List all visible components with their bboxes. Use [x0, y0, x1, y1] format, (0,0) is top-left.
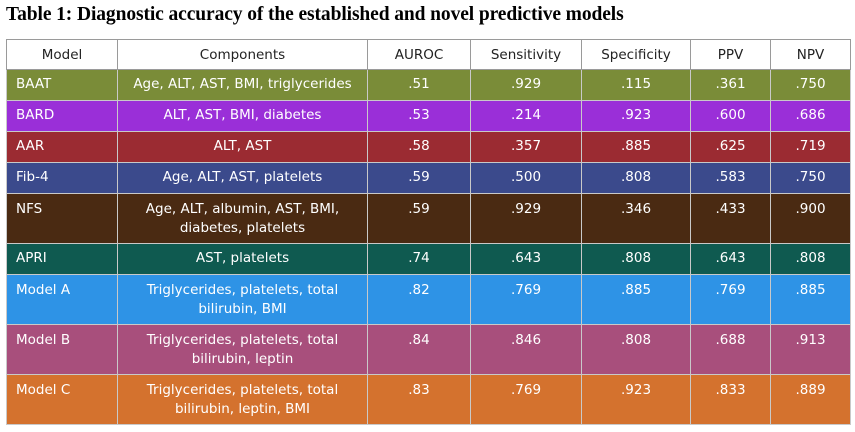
auroc-cell: .58 — [367, 131, 471, 163]
sensitivity-cell: .846 — [470, 324, 582, 375]
components-line: Triglycerides, platelets, total — [146, 332, 339, 348]
npv-cell: .885 — [770, 274, 851, 325]
ppv-cell: .433 — [690, 193, 771, 244]
ppv-cell: .361 — [690, 69, 771, 101]
table-row: Model C Triglycerides, platelets, total bi… — [6, 374, 851, 425]
model-cell: Model A — [6, 274, 118, 325]
header-sensitivity: Sensitivity — [470, 39, 582, 70]
table-row: NFS Age, ALT, albumin, AST, BMI, diabetes,… — [6, 193, 851, 244]
table-row: AAR ALT, AST .58.357.885.625.719 — [6, 131, 851, 163]
auroc-cell: .51 — [367, 69, 471, 101]
components-line: diabetes, platelets — [179, 220, 306, 236]
header-auroc: AUROC — [367, 39, 471, 70]
components-line: ALT, AST, BMI, diabetes — [163, 107, 322, 123]
auroc-cell: .59 — [367, 193, 471, 244]
model-cell: Model C — [6, 374, 118, 425]
ppv-cell: .833 — [690, 374, 771, 425]
specificity-cell: .923 — [581, 374, 691, 425]
ppv-cell: .583 — [690, 162, 771, 194]
specificity-cell: .346 — [581, 193, 691, 244]
components-cell: Triglycerides, platelets, total bilirubin… — [117, 274, 368, 325]
specificity-cell: .885 — [581, 131, 691, 163]
npv-cell: .750 — [770, 69, 851, 101]
components-cell: Triglycerides, platelets, total bilirubin… — [117, 374, 368, 425]
ppv-cell: .625 — [690, 131, 771, 163]
specificity-cell: .808 — [581, 162, 691, 194]
specificity-cell: .115 — [581, 69, 691, 101]
sensitivity-cell: .929 — [470, 193, 582, 244]
components-cell: ALT, AST, BMI, diabetes — [117, 100, 368, 132]
specificity-cell: .808 — [581, 243, 691, 275]
auroc-cell: .59 — [367, 162, 471, 194]
npv-cell: .808 — [770, 243, 851, 275]
sensitivity-cell: .643 — [470, 243, 582, 275]
model-cell: BAAT — [6, 69, 118, 101]
specificity-cell: .885 — [581, 274, 691, 325]
components-line: Age, ALT, AST, BMI, triglycerides — [133, 76, 352, 92]
sensitivity-cell: .769 — [470, 374, 582, 425]
header-ppv: PPV — [690, 39, 771, 70]
components-line: bilirubin, leptin — [191, 351, 294, 367]
auroc-cell: .83 — [367, 374, 471, 425]
model-cell: Fib-4 — [6, 162, 118, 194]
components-cell: Triglycerides, platelets, total bilirubin… — [117, 324, 368, 375]
specificity-cell: .923 — [581, 100, 691, 132]
sensitivity-cell: .500 — [470, 162, 582, 194]
header-components: Components — [117, 39, 368, 70]
ppv-cell: .643 — [690, 243, 771, 275]
npv-cell: .889 — [770, 374, 851, 425]
components-line: Age, ALT, AST, platelets — [162, 169, 323, 185]
components-cell: Age, ALT, AST, platelets — [117, 162, 368, 194]
components-line: Age, ALT, albumin, AST, BMI, — [145, 201, 340, 217]
components-line: ALT, AST — [213, 138, 272, 154]
npv-cell: .719 — [770, 131, 851, 163]
specificity-cell: .808 — [581, 324, 691, 375]
header-row: Model Components AUROC Sensitivity Speci… — [6, 39, 851, 70]
table-row: Model B Triglycerides, platelets, total bi… — [6, 324, 851, 375]
table-row: Model A Triglycerides, platelets, total bi… — [6, 274, 851, 325]
accuracy-table: Model Components AUROC Sensitivity Speci… — [6, 39, 851, 425]
model-cell: AAR — [6, 131, 118, 163]
header-model: Model — [6, 39, 118, 70]
ppv-cell: .688 — [690, 324, 771, 375]
header-npv: NPV — [770, 39, 851, 70]
components-cell: ALT, AST — [117, 131, 368, 163]
table-caption: Table 1: Diagnostic accuracy of the esta… — [6, 4, 624, 25]
model-cell: NFS — [6, 193, 118, 244]
sensitivity-cell: .214 — [470, 100, 582, 132]
components-line: bilirubin, BMI — [198, 301, 287, 317]
components-cell: AST, platelets — [117, 243, 368, 275]
auroc-cell: .53 — [367, 100, 471, 132]
npv-cell: .750 — [770, 162, 851, 194]
components-line: AST, platelets — [195, 250, 290, 266]
auroc-cell: .82 — [367, 274, 471, 325]
sensitivity-cell: .929 — [470, 69, 582, 101]
components-line: bilirubin, leptin, BMI — [174, 401, 311, 417]
model-cell: BARD — [6, 100, 118, 132]
table-row: APRI AST, platelets .74.643.808.643.808 — [6, 243, 851, 275]
ppv-cell: .600 — [690, 100, 771, 132]
auroc-cell: .84 — [367, 324, 471, 375]
sensitivity-cell: .357 — [470, 131, 582, 163]
model-cell: Model B — [6, 324, 118, 375]
components-cell: Age, ALT, AST, BMI, triglycerides — [117, 69, 368, 101]
header-specificity: Specificity — [581, 39, 691, 70]
sensitivity-cell: .769 — [470, 274, 582, 325]
npv-cell: .900 — [770, 193, 851, 244]
components-line: Triglycerides, platelets, total — [146, 282, 339, 298]
table-row: BAAT Age, ALT, AST, BMI, triglycerides .51… — [6, 69, 851, 101]
ppv-cell: .769 — [690, 274, 771, 325]
model-cell: APRI — [6, 243, 118, 275]
npv-cell: .686 — [770, 100, 851, 132]
components-line: Triglycerides, platelets, total — [146, 382, 339, 398]
auroc-cell: .74 — [367, 243, 471, 275]
npv-cell: .913 — [770, 324, 851, 375]
table-row: Fib-4 Age, ALT, AST, platelets .59.500.808… — [6, 162, 851, 194]
table-row: BARD ALT, AST, BMI, diabetes .53.214.923.6… — [6, 100, 851, 132]
components-cell: Age, ALT, albumin, AST, BMI, diabetes, pl… — [117, 193, 368, 244]
